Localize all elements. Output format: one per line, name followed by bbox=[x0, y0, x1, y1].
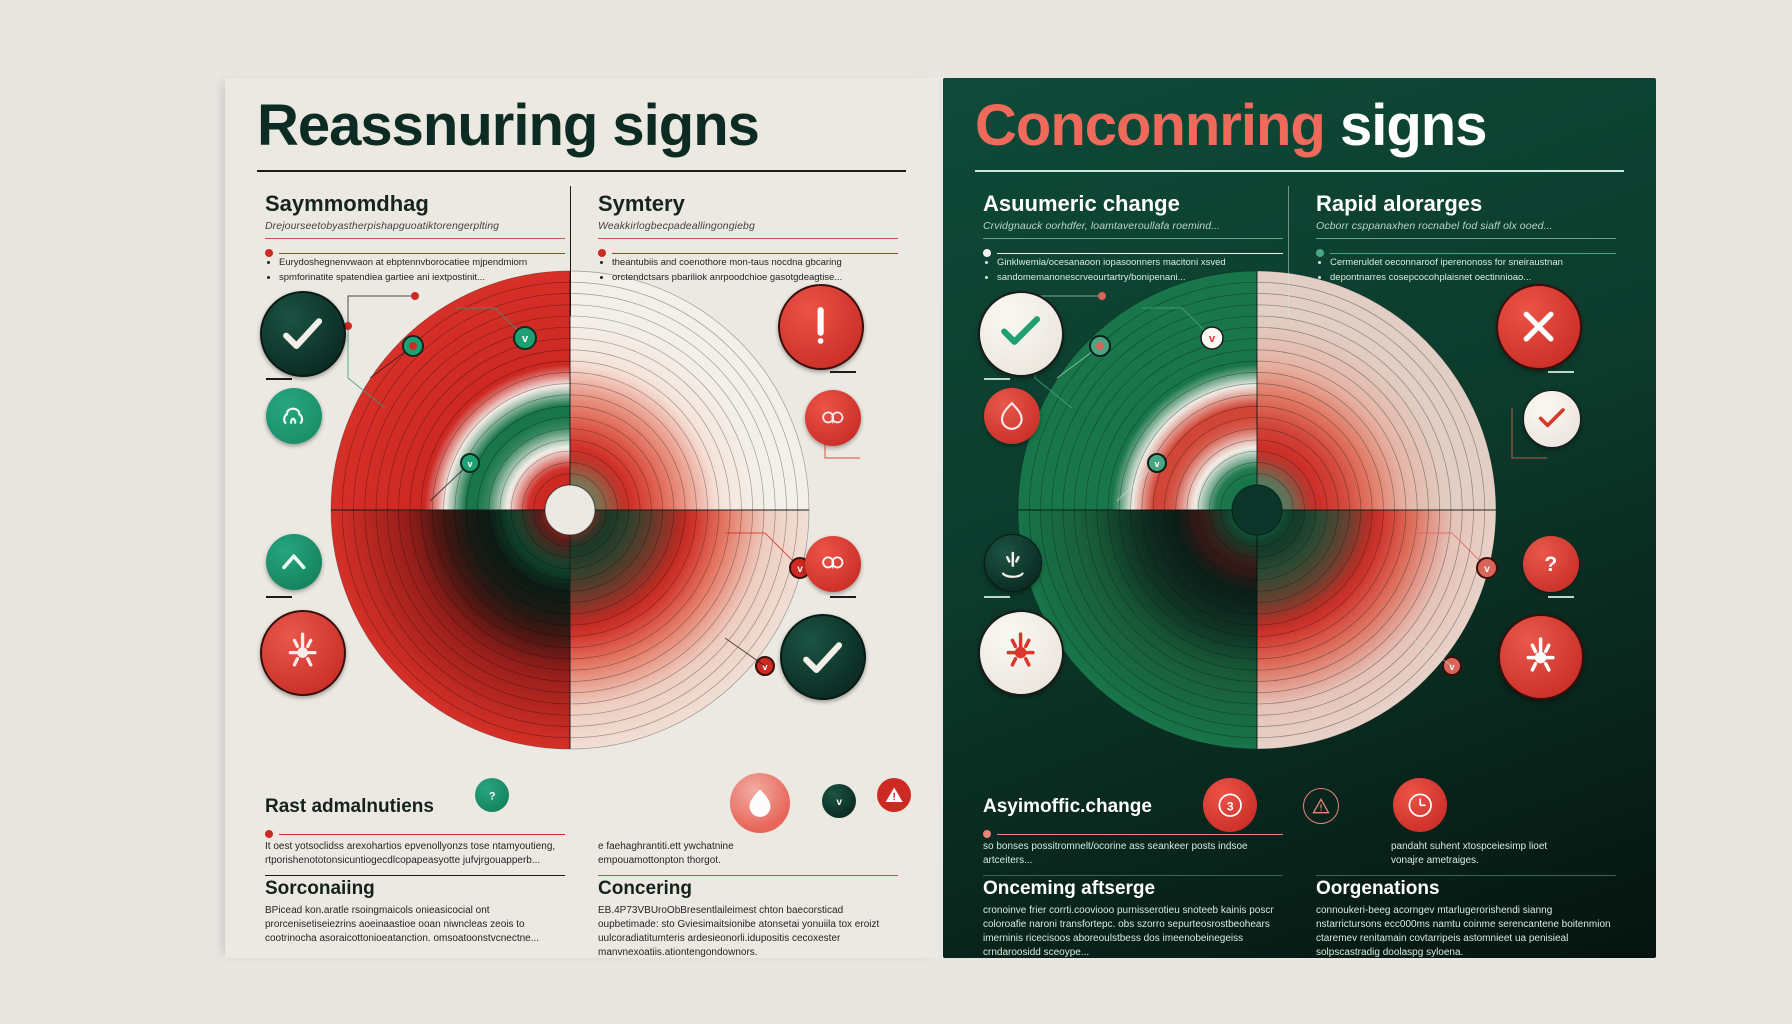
svg-text:3: 3 bbox=[1227, 799, 1234, 813]
svg-text:v: v bbox=[1484, 564, 1490, 575]
svg-text:v: v bbox=[797, 564, 803, 575]
svg-text:v: v bbox=[1209, 333, 1216, 345]
svg-text:?: ? bbox=[1544, 553, 1557, 576]
svg-text:v: v bbox=[762, 662, 767, 672]
svg-text:v: v bbox=[1154, 459, 1159, 469]
svg-text:?: ? bbox=[489, 790, 496, 802]
svg-text:v: v bbox=[522, 333, 529, 345]
svg-text:v: v bbox=[1449, 662, 1454, 672]
svg-text:v: v bbox=[836, 797, 842, 808]
svg-text:v: v bbox=[467, 459, 472, 469]
